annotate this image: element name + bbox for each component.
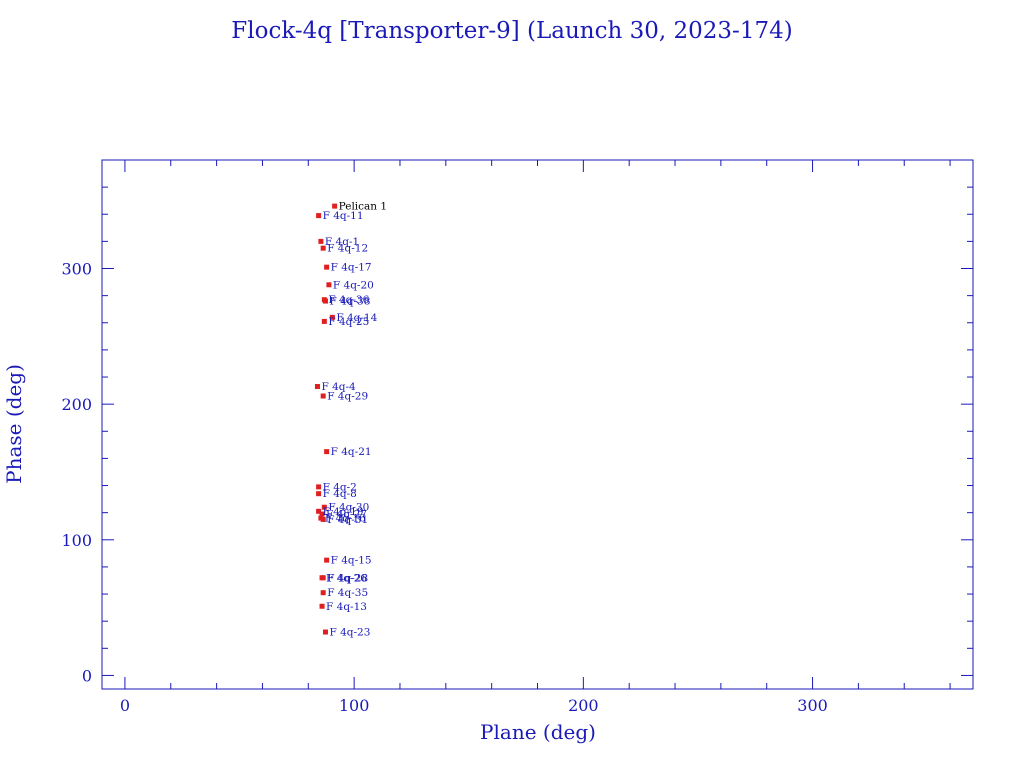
tick-labels: 0 100 200 300 0 100 200 300: [61, 260, 827, 715]
point-label: F 4q-36: [328, 294, 369, 306]
point-label: F 4q-12: [327, 243, 368, 255]
y-tick-label: 0: [82, 666, 92, 685]
data-point: [329, 314, 335, 320]
point-label: F 4q-4: [321, 381, 356, 393]
point-label: F 4q-20: [333, 279, 374, 291]
data-point: [324, 449, 330, 455]
data-point: [321, 504, 327, 510]
y-tick-label: 100: [61, 531, 92, 550]
data-point: [322, 298, 328, 304]
point-label: F 4q-19: [323, 506, 364, 518]
x-tick-label: 300: [797, 696, 828, 715]
point-label: F 4q-8: [323, 488, 357, 500]
data-point: [319, 511, 325, 517]
data-point: [316, 213, 322, 219]
point-label: F 4q-28: [327, 572, 368, 584]
x-tick-label: 100: [339, 696, 370, 715]
point-label: F 4q-16: [325, 513, 366, 525]
data-point: [320, 575, 326, 581]
x-axis-label: Plane (deg): [480, 720, 596, 744]
data-point: [324, 557, 330, 563]
y-axis-label: Phase (deg): [2, 364, 26, 484]
y-tick-label: 200: [61, 395, 92, 414]
point-label: F 4q-23: [329, 627, 370, 639]
point-label: F 4q-29: [327, 391, 368, 403]
data-point: [321, 318, 327, 324]
point-label: F 4q-27: [326, 509, 367, 521]
data-point: [314, 384, 320, 390]
data-point: [320, 516, 326, 522]
point-label: F 4q-11: [323, 210, 364, 222]
point-label: F 4q-30: [328, 502, 369, 514]
point-label: F 4q-21: [331, 446, 372, 458]
point-labels: Pelican 1F 4q-11 F 4q-1F 4q-12 F 4q-17 F 4q…: [321, 201, 387, 639]
data-points: [314, 203, 338, 635]
data-point: [326, 282, 332, 288]
data-point: [320, 393, 326, 399]
plot-frame: [101, 159, 974, 690]
data-point: [316, 491, 322, 497]
x-tick-label: 200: [568, 696, 599, 715]
point-label: F 4q-26: [326, 572, 367, 584]
data-point: [316, 508, 322, 514]
y-tick-label: 300: [61, 260, 92, 279]
chart-title: Flock-4q [Transporter-9] (Launch 30, 202…: [231, 18, 792, 44]
point-label: F 4q-2: [323, 481, 357, 493]
data-point: [318, 238, 324, 244]
point-label: F 4q-15: [331, 555, 372, 567]
axis-ticks: [102, 159, 973, 689]
point-label: F 4q-17: [331, 262, 372, 274]
point-label: F 4q-1: [325, 236, 359, 248]
data-point: [320, 245, 326, 251]
point-label: Pelican 1: [339, 201, 387, 213]
point-label: F 4q-25: [328, 316, 369, 328]
point-label: F 4q-38: [329, 296, 370, 308]
data-point: [319, 603, 325, 609]
point-label: F 4q-31: [327, 514, 368, 526]
point-label: F 4q-35: [327, 587, 368, 599]
data-point: [316, 484, 322, 490]
data-point: [332, 203, 338, 209]
point-label: F 4q-13: [326, 601, 367, 613]
data-point: [322, 629, 328, 635]
point-label: F 4q-14: [336, 312, 377, 324]
data-point: [320, 590, 326, 596]
x-tick-label: 0: [120, 696, 130, 715]
data-point: [324, 264, 330, 270]
